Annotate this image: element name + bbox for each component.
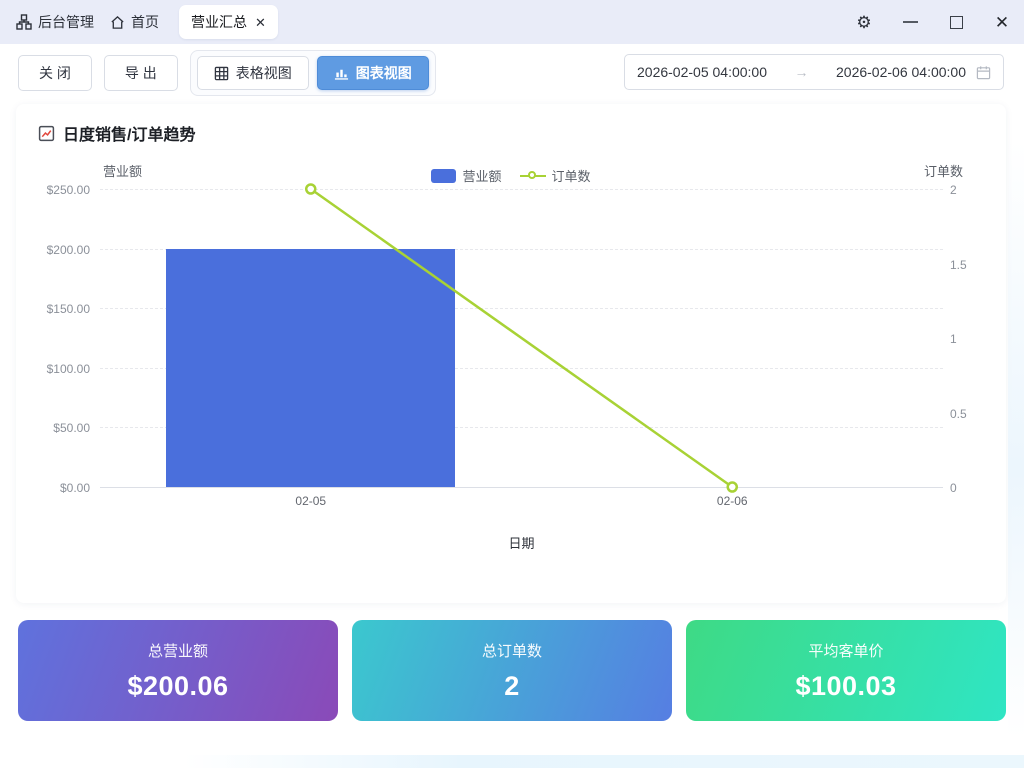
maximize-icon	[949, 15, 963, 29]
gridline	[100, 189, 943, 190]
left-axis-tick: $150.00	[46, 302, 90, 317]
window-titlebar: 后台管理 首页 营业汇总 ✕ ⚙ ✕	[0, 0, 1024, 44]
window-close-button[interactable]: ✕	[994, 12, 1010, 32]
gridline	[100, 308, 943, 310]
summary-card: 总订单数 2	[352, 620, 672, 721]
card-label: 平均客单价	[808, 642, 884, 660]
date-range-picker[interactable]: 2026-02-05 04:00:00 → 2026-02-06 04:00:0…	[624, 54, 1004, 90]
date-start-value[interactable]: 2026-02-05 04:00:00	[637, 64, 767, 80]
export-button[interactable]: 导 出	[103, 55, 178, 91]
tab-business-summary[interactable]: 营业汇总 ✕	[179, 5, 278, 39]
summary-cards: 总营业额 $200.06 总订单数 2 平均客单价 $100.03	[18, 620, 1006, 721]
admin-menu[interactable]: 后台管理	[16, 12, 94, 32]
home-nav[interactable]: 首页	[110, 12, 159, 32]
maximize-button[interactable]	[946, 12, 966, 32]
legend-item-orders[interactable]: 订单数	[519, 166, 591, 185]
x-axis-tick: 02-05	[295, 494, 327, 508]
gridline	[100, 487, 943, 488]
background-glow-bottom	[0, 755, 1024, 768]
right-axis-tick: 0	[950, 481, 957, 495]
calendar-icon	[976, 65, 991, 80]
summary-card: 平均客单价 $100.03	[686, 620, 1006, 721]
card-value: $100.03	[795, 670, 897, 701]
orders-line-series[interactable]	[100, 183, 943, 493]
gridline	[100, 367, 943, 369]
date-range-arrow-icon: →	[794, 64, 809, 80]
left-axis-tick: $50.00	[53, 421, 90, 436]
tab-label: 营业汇总	[191, 14, 247, 30]
table-view-label: 表格视图	[235, 65, 292, 81]
trend-chart-icon	[38, 125, 55, 142]
minimize-button[interactable]	[900, 12, 920, 32]
tab-close-icon[interactable]: ✕	[255, 14, 266, 30]
right-axis-title: 订单数	[924, 164, 964, 179]
gridline	[100, 248, 943, 250]
right-axis-tick: 0.5	[950, 406, 967, 421]
legend-line-swatch	[519, 169, 546, 183]
close-page-button[interactable]: 关 闭	[18, 55, 92, 91]
legend-bar-swatch	[431, 168, 457, 183]
x-axis-tick: 02-06	[716, 494, 748, 508]
legend-revenue-label: 营业额	[462, 169, 502, 184]
card-label: 总订单数	[481, 642, 542, 660]
table-grid-icon	[214, 66, 229, 81]
window-controls: ⚙ ✕	[854, 0, 1012, 44]
view-switch-group: 表格视图 图表视图	[189, 50, 436, 96]
right-axis-tick: 2	[950, 183, 957, 197]
date-end-value[interactable]: 2026-02-06 04:00:00	[836, 64, 966, 80]
plot-area	[100, 183, 943, 493]
sitemap-icon	[16, 14, 32, 30]
left-axis-tick: $100.00	[46, 361, 90, 376]
home-nav-label: 首页	[131, 14, 159, 30]
toolbar: 关 闭 导 出 表格视图	[0, 44, 1024, 102]
left-axis-tick: $0.00	[59, 481, 90, 495]
chart-legend: 营业额 订单数	[16, 166, 1006, 185]
bar-revenue[interactable]	[166, 248, 456, 487]
settings-gear-icon[interactable]: ⚙	[856, 12, 872, 32]
gridline	[100, 427, 943, 429]
right-axis-tick: 1.5	[950, 257, 967, 272]
left-axis-tick: $250.00	[46, 183, 90, 197]
summary-card: 总营业额 $200.06	[18, 620, 338, 721]
right-axis-tick: 1	[950, 332, 957, 346]
table-view-button[interactable]: 表格视图	[196, 56, 309, 90]
chart-view-button[interactable]: 图表视图	[316, 56, 429, 90]
chart-view-label: 图表视图	[355, 65, 412, 81]
line-point-marker[interactable]	[305, 183, 317, 195]
panel-title-text: 日度销售/订单趋势	[63, 127, 196, 144]
panel-title: 日度销售/订单趋势	[38, 121, 195, 145]
card-label: 总营业额	[147, 642, 208, 660]
home-icon	[110, 15, 125, 30]
legend-item-revenue[interactable]: 营业额	[431, 166, 502, 185]
card-value: $200.06	[127, 670, 229, 701]
left-axis-title: 营业额	[102, 164, 142, 179]
x-axis-label: 日期	[508, 536, 535, 551]
bar-chart-icon	[334, 66, 349, 81]
line-point-marker[interactable]	[726, 481, 738, 493]
left-axis-tick: $200.00	[46, 242, 90, 257]
admin-menu-label: 后台管理	[38, 14, 94, 30]
background-glow-right	[1008, 140, 1024, 738]
legend-orders-label: 订单数	[551, 169, 591, 184]
chart-panel: 日度销售/订单趋势 营业额 订单数 营业额 订单数 $250.00 $200.00…	[16, 104, 1006, 603]
card-value: 2	[504, 670, 520, 701]
minimize-icon	[902, 21, 918, 23]
